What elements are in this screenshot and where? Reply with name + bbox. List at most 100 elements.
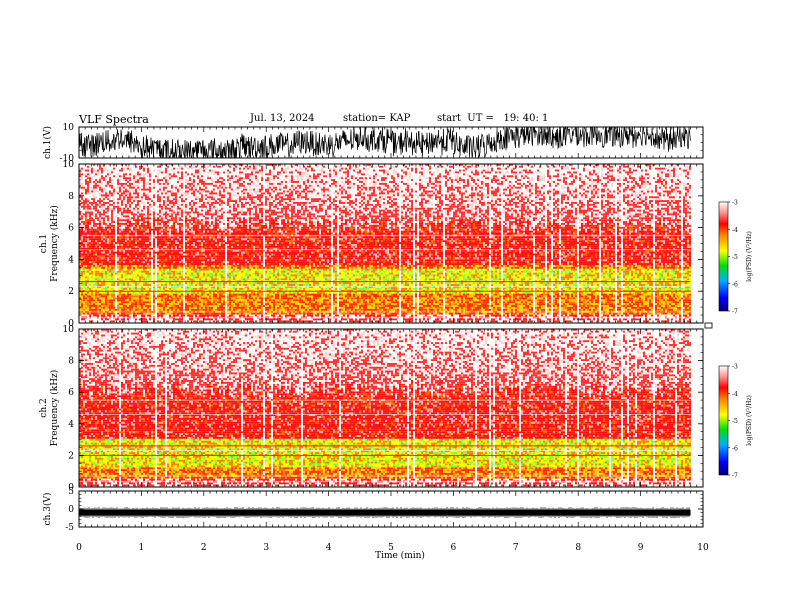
spectro-cell (97, 278, 99, 280)
spectro-cell (87, 244, 89, 246)
spectro-cell (85, 299, 87, 301)
spectro-cell (103, 263, 105, 265)
spectro-cell (91, 294, 93, 296)
spectro-cell (83, 248, 85, 250)
spectro-cell (91, 288, 93, 290)
spectro-cell (101, 297, 103, 299)
spectro-cell (83, 294, 85, 296)
spectro-cell (101, 170, 103, 172)
spectro-cell (93, 210, 95, 212)
spectro-cell (103, 305, 105, 307)
spectro-cell (95, 303, 97, 305)
spectro-cell (101, 175, 103, 177)
spectro-cell (95, 273, 97, 275)
spectro-cell (93, 305, 95, 307)
spectro-cell (101, 295, 103, 297)
spectro-cell (91, 282, 93, 284)
spectro-cell (87, 187, 89, 189)
spectro-cell (95, 229, 97, 231)
spectro-cell (87, 282, 89, 284)
spectro-cell (83, 278, 85, 280)
spectro-cell (93, 313, 95, 315)
spectro-cell (93, 267, 95, 269)
spectro-cell (91, 254, 93, 256)
spectro-cell (93, 269, 95, 271)
spectro-cell (89, 246, 91, 248)
spectro-cell (83, 284, 85, 286)
spectro-cell (91, 177, 93, 179)
spectro-cell (97, 309, 99, 311)
spectro-cell (87, 254, 89, 256)
spectro-cell (85, 225, 87, 227)
spectro-cell (85, 295, 87, 297)
spectro-cell (101, 282, 103, 284)
spectro-cell (91, 252, 93, 254)
spectro-cell (81, 276, 83, 278)
spectro-cell (91, 189, 93, 191)
spectro-cell (87, 204, 89, 206)
spectro-cell (99, 198, 101, 200)
spectro-cell (89, 202, 91, 204)
spectro-cell (97, 238, 99, 240)
spectro-cell (99, 213, 101, 215)
spectro-cell (99, 219, 101, 221)
spectro-cell (99, 236, 101, 238)
spectro-cell (101, 275, 103, 277)
spectro-cell (101, 263, 103, 265)
spectro-cell (91, 221, 93, 223)
spectro-cell (87, 303, 89, 305)
spectro-cell (89, 318, 91, 320)
spectro-cell (101, 238, 103, 240)
spectro-cell (81, 192, 83, 194)
spectro-cell (81, 305, 83, 307)
spectro-cell (103, 233, 105, 235)
spectro-cell (99, 242, 101, 244)
spectro-cell (93, 242, 95, 244)
spectro-cell (89, 233, 91, 235)
spectro-cell (83, 225, 85, 227)
spectro-cell (99, 305, 101, 307)
spectro-cell (93, 271, 95, 273)
spectro-cell (99, 269, 101, 271)
spectro-cell (85, 288, 87, 290)
spectro-cell (101, 210, 103, 212)
spectro-cell (99, 170, 101, 172)
spectro-cell (99, 315, 101, 317)
spectro-cell (85, 179, 87, 181)
spectro-cell (87, 229, 89, 231)
spectro-cell (99, 292, 101, 294)
spectro-cell (97, 227, 99, 229)
spectro-cell (85, 213, 87, 215)
spectro-cell (81, 255, 83, 257)
spectro-cell (101, 288, 103, 290)
spectro-cell (93, 257, 95, 259)
spectro-cell (85, 259, 87, 261)
spectro-cell (89, 255, 91, 257)
spectro-cell (83, 223, 85, 225)
spectro-cell (89, 273, 91, 275)
spectro-cell (95, 181, 97, 183)
spectro-cell (87, 318, 89, 320)
spectro-cell (87, 275, 89, 277)
spectro-cell (101, 261, 103, 263)
spectro-cell (95, 263, 97, 265)
spectro-cell (89, 217, 91, 219)
spectro-cell (93, 187, 95, 189)
spectro-cell (103, 231, 105, 233)
spectro-cell (89, 177, 91, 179)
spectro-cell (87, 225, 89, 227)
spectro-cell (103, 315, 105, 317)
spectro-cell (97, 294, 99, 296)
spectro-cell (101, 252, 103, 254)
spectro-cell (89, 181, 91, 183)
spectro-cell (101, 206, 103, 208)
spectro-cell (85, 200, 87, 202)
spectro-cell (81, 295, 83, 297)
spectro-cell (87, 189, 89, 191)
spectro-cell (103, 307, 105, 309)
spectro-cell (97, 210, 99, 212)
spectro-cell (93, 307, 95, 309)
spectro-cell (81, 301, 83, 303)
spectro-cell (101, 177, 103, 179)
spectro-cell (85, 255, 87, 257)
